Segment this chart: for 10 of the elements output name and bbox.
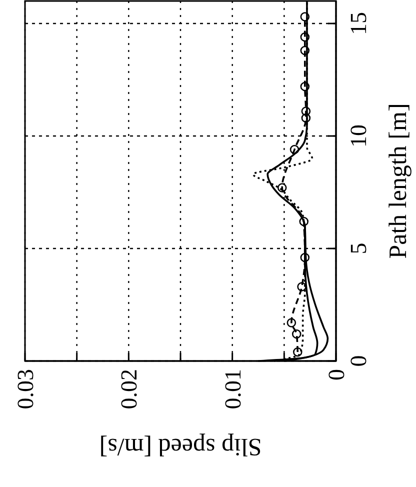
y-axis-title: Path length [m] bbox=[385, 103, 412, 259]
y-tick-label: 15 bbox=[346, 12, 371, 35]
x-axis-title: Slip speed [m/s] bbox=[99, 433, 262, 460]
x-tick-label: 0 bbox=[324, 369, 350, 380]
x-tick-label: 0.02 bbox=[116, 369, 142, 410]
y-tick-label: 5 bbox=[346, 242, 371, 254]
x-tick-label: 0.01 bbox=[220, 369, 246, 410]
y-tick-label: 10 bbox=[346, 124, 371, 148]
x-tick-label: 0.03 bbox=[13, 369, 38, 410]
y-tick-label: 0 bbox=[346, 355, 371, 367]
